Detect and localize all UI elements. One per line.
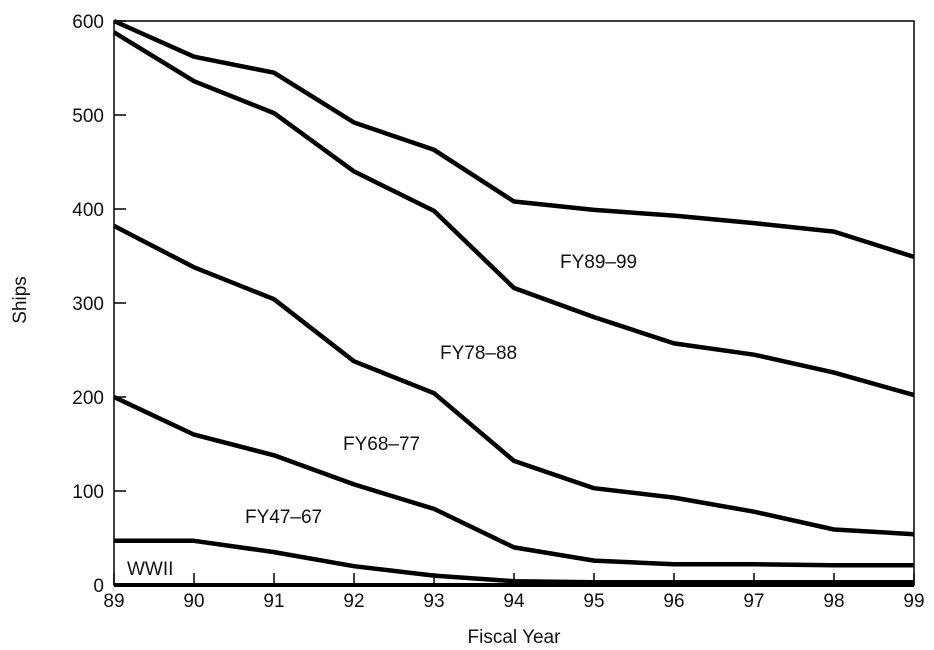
band-labels: WWII FY47–67 FY68–77 FY78–88 FY89–99 xyxy=(127,252,637,580)
x-tick-label: 92 xyxy=(343,591,364,612)
series-line-1 xyxy=(113,394,914,568)
series-line-4 xyxy=(113,18,915,260)
x-tick-label: 94 xyxy=(503,591,525,612)
series-layer xyxy=(112,18,915,587)
series-line-2 xyxy=(112,223,915,537)
x-tick-label: 96 xyxy=(663,591,684,612)
y-tick-label: 300 xyxy=(72,294,104,315)
plot-frame xyxy=(113,20,915,586)
band-label-fy89-99: FY89–99 xyxy=(560,252,637,273)
y-tick-label: 0 xyxy=(93,576,104,597)
y-tick-label: 100 xyxy=(72,482,104,503)
y-axis-title: Ships xyxy=(10,276,31,324)
band-label-fy68-77: FY68–77 xyxy=(343,434,420,455)
band-label-fy47-67: FY47–67 xyxy=(245,507,322,528)
series-line-3 xyxy=(112,30,915,398)
band-label-wwii: WWII xyxy=(127,559,173,580)
x-tick-label: 89 xyxy=(103,591,124,612)
band-label-fy78-88: FY78–88 xyxy=(440,343,517,364)
x-tick-label: 90 xyxy=(183,591,204,612)
x-tick-label: 97 xyxy=(743,591,764,612)
x-tick-label: 91 xyxy=(263,591,284,612)
y-tick-label: 200 xyxy=(72,388,104,409)
x-tick-label: 98 xyxy=(823,591,844,612)
y-axis: 0 100 200 300 400 500 600 xyxy=(72,12,126,597)
y-tick-label: 500 xyxy=(72,106,104,127)
x-tick-label: 93 xyxy=(423,591,444,612)
y-tick-label: 600 xyxy=(72,12,104,33)
x-axis-title: Fiscal Year xyxy=(468,627,562,648)
x-tick-label: 99 xyxy=(903,591,924,612)
x-axis: 89 90 91 92 93 94 95 96 97 98 99 xyxy=(103,573,925,612)
x-tick-label: 95 xyxy=(583,591,604,612)
y-tick-label: 400 xyxy=(72,200,104,221)
